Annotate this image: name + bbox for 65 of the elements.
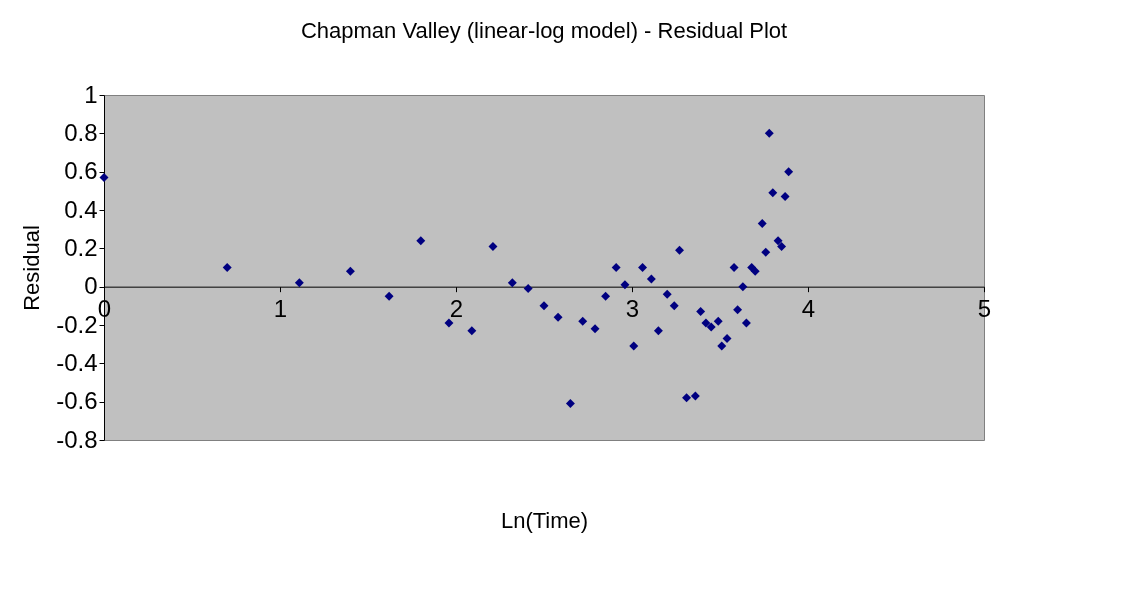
point — [696, 307, 706, 317]
y-axis-title: Residual — [19, 225, 45, 311]
point — [757, 218, 767, 228]
point — [384, 291, 394, 301]
point — [784, 167, 794, 177]
y-tick-label: 0.8 — [64, 118, 98, 146]
y-tick-label: 0.4 — [64, 195, 98, 223]
point — [294, 278, 304, 288]
point — [488, 241, 498, 251]
y-tick-label: 0.6 — [64, 157, 98, 185]
point — [741, 318, 751, 328]
x-tick-label: 3 — [625, 295, 640, 323]
point — [638, 263, 648, 272]
point — [750, 266, 760, 276]
point — [467, 326, 477, 336]
point — [773, 236, 783, 246]
point — [99, 172, 109, 182]
x-tick-label: 2 — [449, 295, 464, 323]
point — [713, 316, 723, 326]
x-axis-title: Ln(Time) — [500, 507, 589, 533]
y-tick-label: 0.2 — [64, 233, 98, 261]
point — [646, 274, 656, 284]
point — [345, 266, 355, 276]
point — [669, 301, 679, 311]
point — [761, 247, 771, 257]
point — [768, 188, 778, 198]
y-tick-label: 1 — [84, 80, 98, 108]
point — [539, 301, 549, 311]
point — [653, 326, 663, 336]
point — [507, 278, 517, 288]
point — [565, 399, 575, 409]
point — [722, 333, 732, 343]
point — [416, 236, 426, 246]
point — [553, 312, 563, 322]
point — [701, 318, 711, 328]
point — [601, 291, 611, 301]
x-tick-label: 4 — [801, 295, 816, 323]
point — [706, 322, 716, 332]
x-tick-label: 5 — [977, 295, 992, 323]
point — [620, 280, 630, 290]
point — [717, 341, 727, 351]
point — [729, 263, 739, 272]
point — [675, 245, 684, 255]
x-tick-label: 1 — [273, 295, 288, 323]
y-tick-label: -0.4 — [56, 348, 98, 376]
point — [590, 324, 600, 334]
point — [611, 263, 621, 272]
point — [578, 316, 588, 326]
point — [780, 192, 790, 202]
chart-title: Chapman Valley (linear-log model) - Residual Plot — [300, 18, 788, 43]
point — [777, 241, 787, 251]
point — [444, 318, 454, 328]
y-tick-label: -0.6 — [56, 387, 98, 415]
point — [222, 263, 232, 272]
point — [764, 128, 774, 138]
y-tick-label: -0.2 — [56, 310, 98, 338]
point — [682, 393, 692, 403]
point — [733, 305, 743, 315]
point — [690, 391, 700, 401]
point — [662, 289, 672, 299]
y-tick-label: 0 — [84, 272, 98, 300]
point — [738, 282, 748, 292]
y-tick-label: -0.8 — [56, 425, 98, 453]
point — [523, 284, 533, 294]
point — [629, 341, 639, 351]
